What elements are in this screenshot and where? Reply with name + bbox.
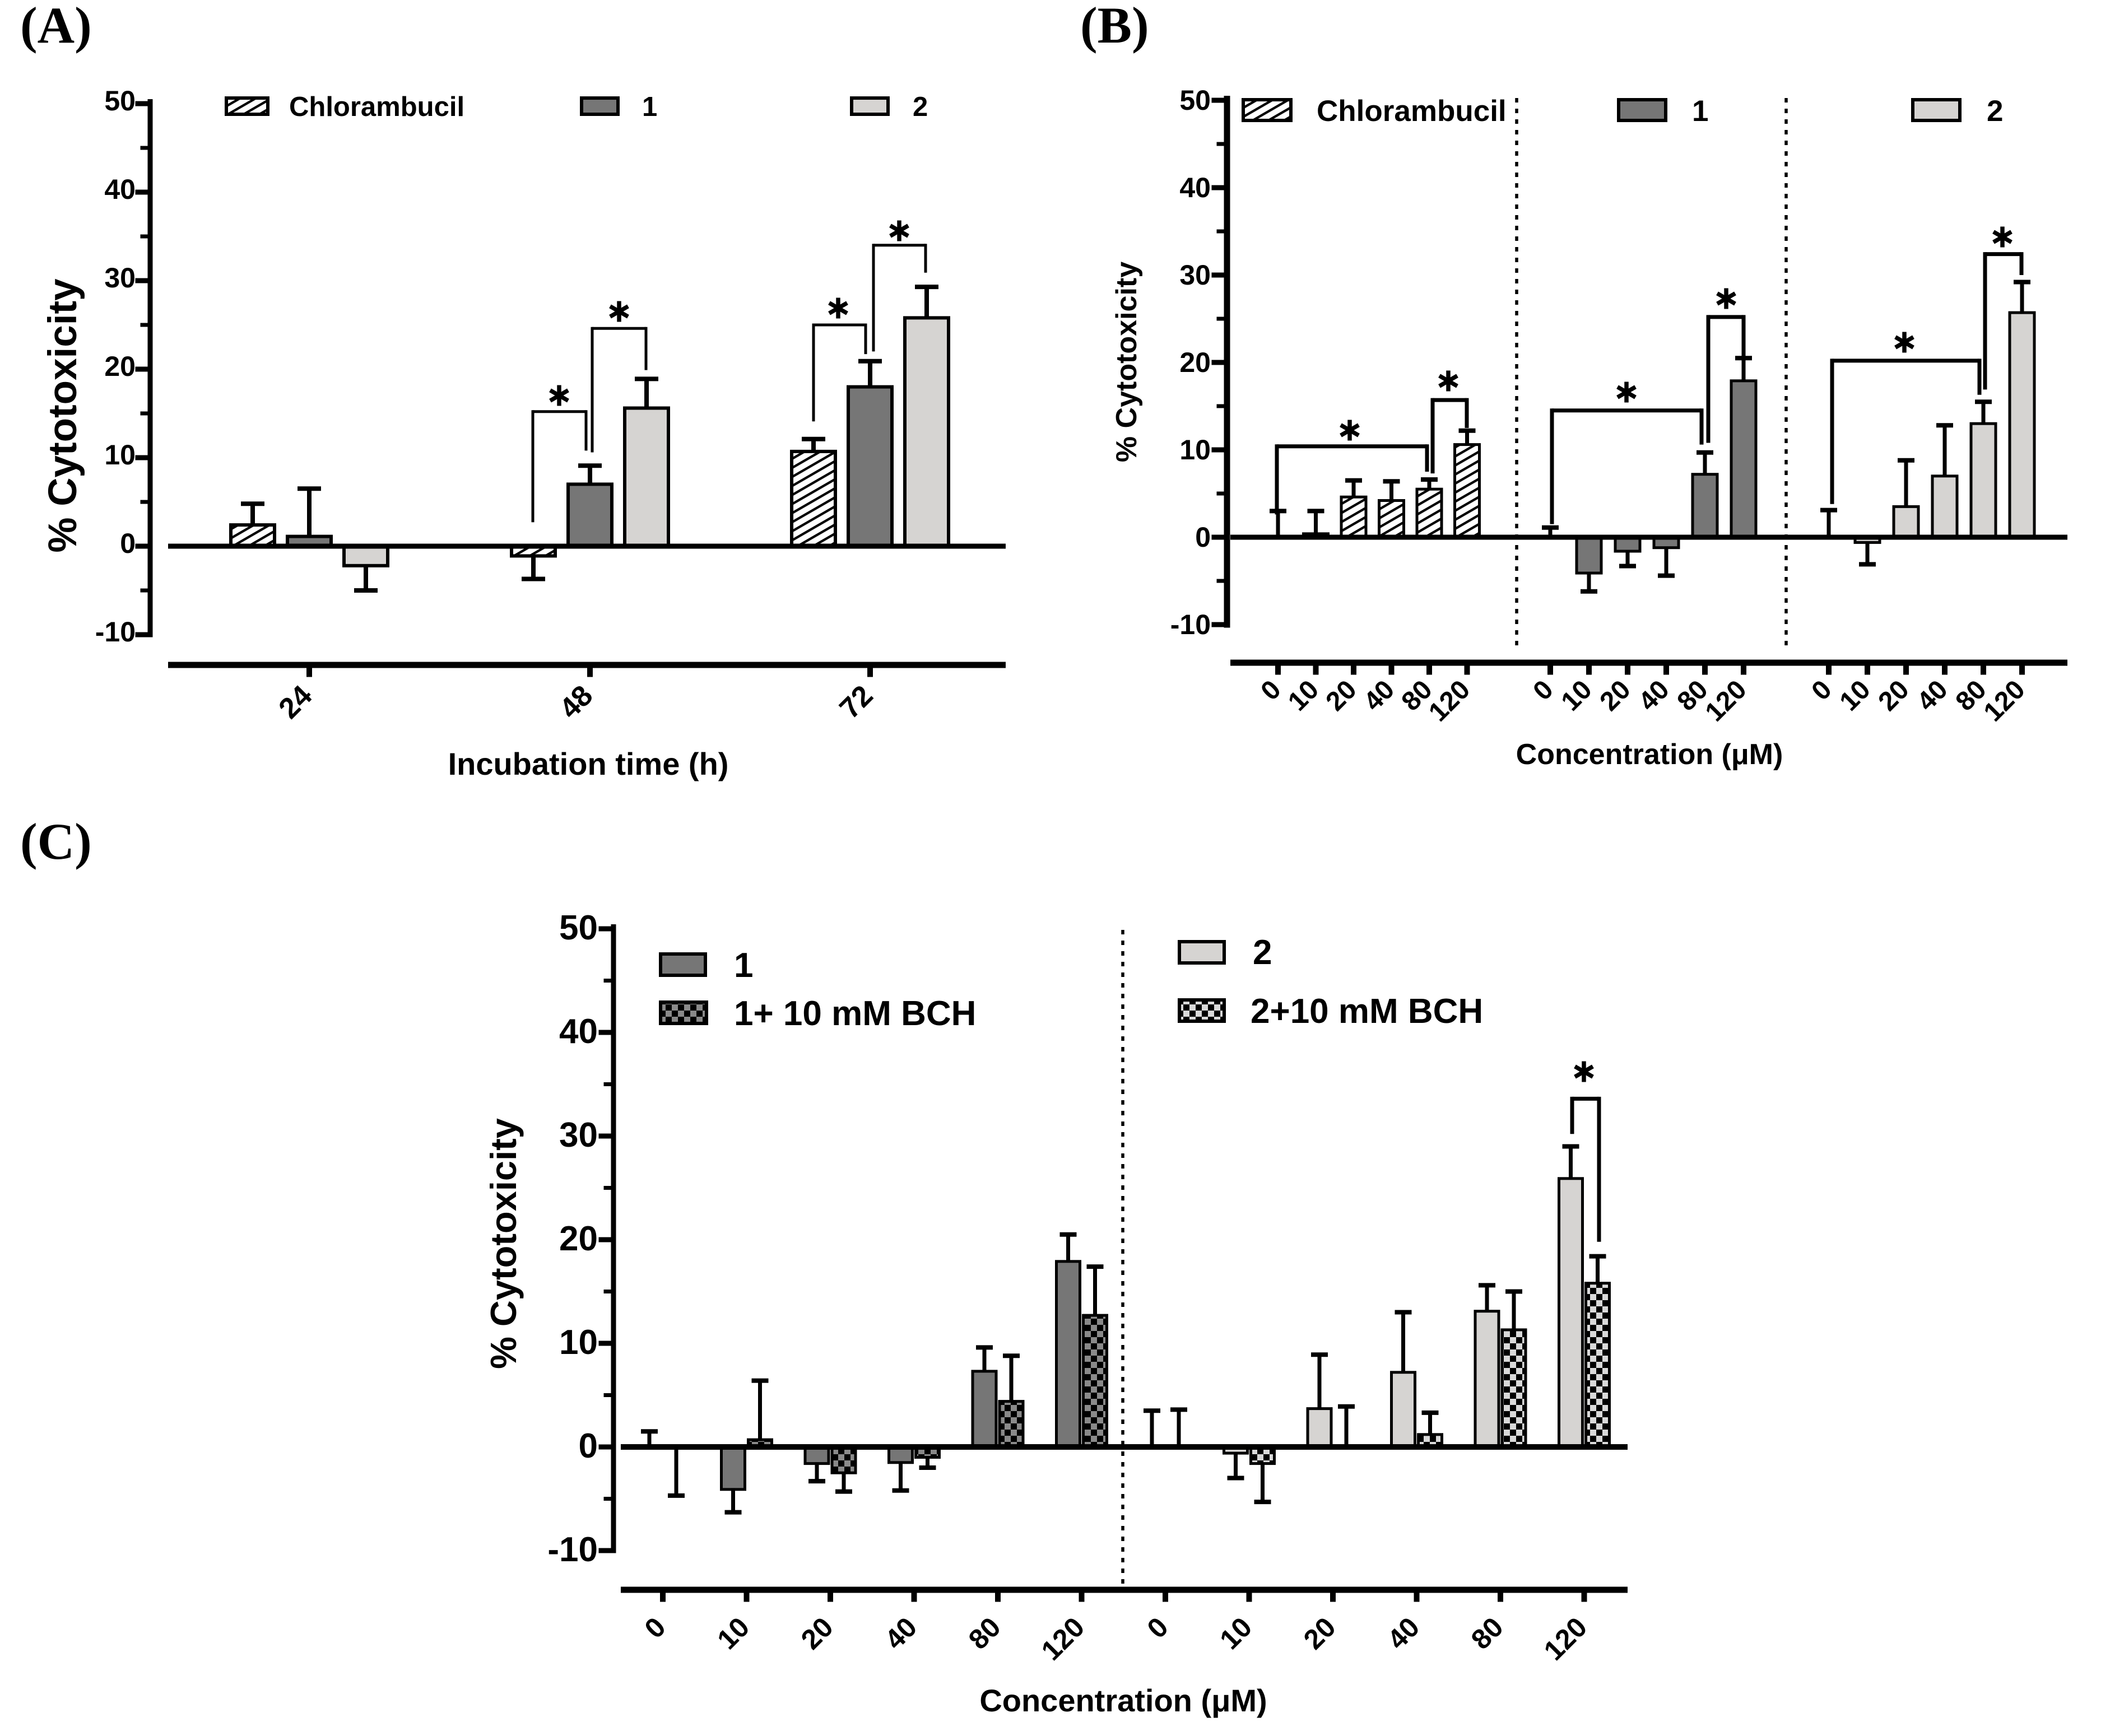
svg-text:Incubation time (h): Incubation time (h) bbox=[448, 746, 729, 781]
svg-text:2+10 mM BCH: 2+10 mM BCH bbox=[1251, 992, 1483, 1031]
svg-text:50: 50 bbox=[559, 909, 598, 947]
svg-text:1: 1 bbox=[734, 946, 753, 985]
svg-text:-10: -10 bbox=[95, 616, 136, 648]
svg-text:2: 2 bbox=[1987, 95, 2003, 128]
svg-text:40: 40 bbox=[104, 174, 136, 205]
svg-text:(C): (C) bbox=[20, 813, 92, 870]
svg-text:2: 2 bbox=[913, 92, 928, 122]
svg-text:20: 20 bbox=[559, 1220, 598, 1258]
svg-text:40: 40 bbox=[559, 1012, 598, 1051]
svg-text:1: 1 bbox=[642, 92, 657, 122]
svg-text:% Cytotoxicity: % Cytotoxicity bbox=[41, 278, 85, 553]
svg-text:% Cytotoxicity: % Cytotoxicity bbox=[1110, 262, 1143, 462]
svg-text:0: 0 bbox=[1195, 522, 1211, 553]
svg-text:10: 10 bbox=[104, 439, 136, 471]
svg-text:50: 50 bbox=[104, 85, 136, 117]
svg-text:2: 2 bbox=[1253, 933, 1272, 972]
svg-text:Chlorambucil: Chlorambucil bbox=[1317, 95, 1507, 128]
svg-text:0: 0 bbox=[579, 1427, 598, 1465]
svg-text:10: 10 bbox=[1179, 434, 1211, 466]
svg-text:% Cytotoxicity: % Cytotoxicity bbox=[483, 1118, 524, 1369]
svg-text:30: 30 bbox=[559, 1116, 598, 1155]
svg-text:20: 20 bbox=[104, 351, 136, 382]
svg-text:20: 20 bbox=[1179, 347, 1211, 378]
svg-text:1+ 10 mM BCH: 1+ 10 mM BCH bbox=[734, 994, 976, 1033]
svg-text:30: 30 bbox=[1179, 259, 1211, 291]
svg-text:(A): (A) bbox=[20, 0, 92, 54]
svg-text:(B): (B) bbox=[1080, 0, 1149, 54]
svg-text:-10: -10 bbox=[547, 1530, 598, 1569]
svg-text:-10: -10 bbox=[1170, 609, 1211, 640]
svg-text:0: 0 bbox=[120, 528, 136, 559]
svg-text:50: 50 bbox=[1179, 85, 1211, 116]
svg-text:1: 1 bbox=[1692, 95, 1708, 128]
svg-text:Chlorambucil: Chlorambucil bbox=[289, 92, 464, 122]
svg-text:40: 40 bbox=[1179, 172, 1211, 203]
svg-text:30: 30 bbox=[104, 262, 136, 294]
svg-text:Concentration (μM): Concentration (μM) bbox=[1516, 738, 1783, 771]
svg-text:10: 10 bbox=[559, 1323, 598, 1362]
svg-text:Concentration (μM): Concentration (μM) bbox=[979, 1683, 1267, 1718]
